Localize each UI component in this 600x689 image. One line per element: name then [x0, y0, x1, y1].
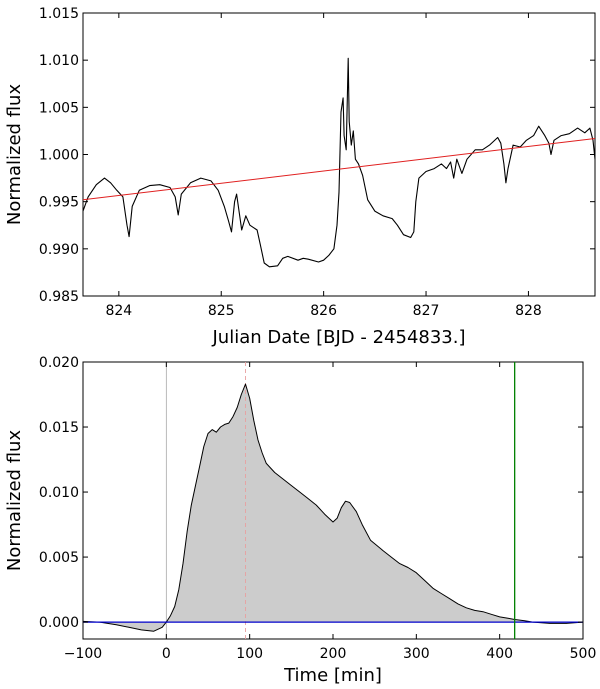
top-y-tick-label: 1.010 [39, 53, 79, 69]
bottom-y-ticks: 0.000 0.005 0.010 0.015 0.020 [39, 355, 583, 631]
bottom-y-tick-label: 0.015 [39, 420, 79, 436]
top-x-axis-label: Julian Date [BJD - 2454833.] [211, 327, 465, 348]
bottom-x-tick-label: −100 [64, 646, 102, 662]
top-x-tick-label: 828 [515, 303, 542, 319]
top-y-tick-label: 0.985 [39, 289, 79, 305]
top-y-axis-label: Normalized flux [4, 84, 25, 226]
bottom-x-tick-label: 300 [403, 646, 430, 662]
bottom-y-axis-label: Normalized flux [4, 430, 25, 572]
bottom-y-tick-label: 0.005 [39, 550, 79, 566]
top-x-tick-label: 826 [310, 303, 337, 319]
bottom-y-tick-label: 0.000 [39, 615, 79, 631]
flare-area [83, 384, 583, 632]
top-y-tick-label: 1.005 [39, 100, 79, 116]
bottom-x-tick-label: 500 [570, 646, 597, 662]
top-y-tick-label: 0.990 [39, 242, 79, 258]
bottom-x-tick-label: 0 [162, 646, 171, 662]
bottom-x-tick-label: 200 [320, 646, 347, 662]
flare-marks [82, 362, 584, 639]
top-x-tick-label: 827 [413, 303, 440, 319]
bottom-x-tick-label: 100 [236, 646, 263, 662]
bottom-x-ticks: −100 0 100 200 300 400 500 [64, 362, 597, 662]
trend-line [82, 138, 596, 201]
top-x-ticks: 824 825 826 827 828 [105, 13, 542, 319]
top-y-ticks: 0.985 0.990 0.995 1.000 1.005 1.010 1.015 [39, 6, 595, 305]
top-y-tick-label: 1.015 [39, 6, 79, 22]
light-curve-line [82, 57, 596, 268]
bottom-x-tick-label: 400 [486, 646, 513, 662]
bottom-x-axis-label: Time [min] [283, 665, 382, 686]
top-x-tick-label: 825 [208, 303, 235, 319]
flare-outline [82, 383, 584, 632]
top-y-tick-label: 1.000 [39, 148, 79, 164]
top-plot-frame [82, 12, 596, 297]
light-curve-marks [82, 57, 596, 268]
bottom-y-tick-label: 0.010 [39, 485, 79, 501]
top-y-tick-label: 0.995 [39, 195, 79, 211]
top-x-tick-label: 824 [105, 303, 132, 319]
flare-panel: −100 0 100 200 300 400 500 0.000 0.005 0.010 0.01… [4, 355, 596, 686]
bottom-y-tick-label: 0.020 [39, 355, 79, 371]
light-curve-panel: 824 825 826 827 828 0.985 0.990 0.995 1.000 1.00… [4, 6, 596, 348]
